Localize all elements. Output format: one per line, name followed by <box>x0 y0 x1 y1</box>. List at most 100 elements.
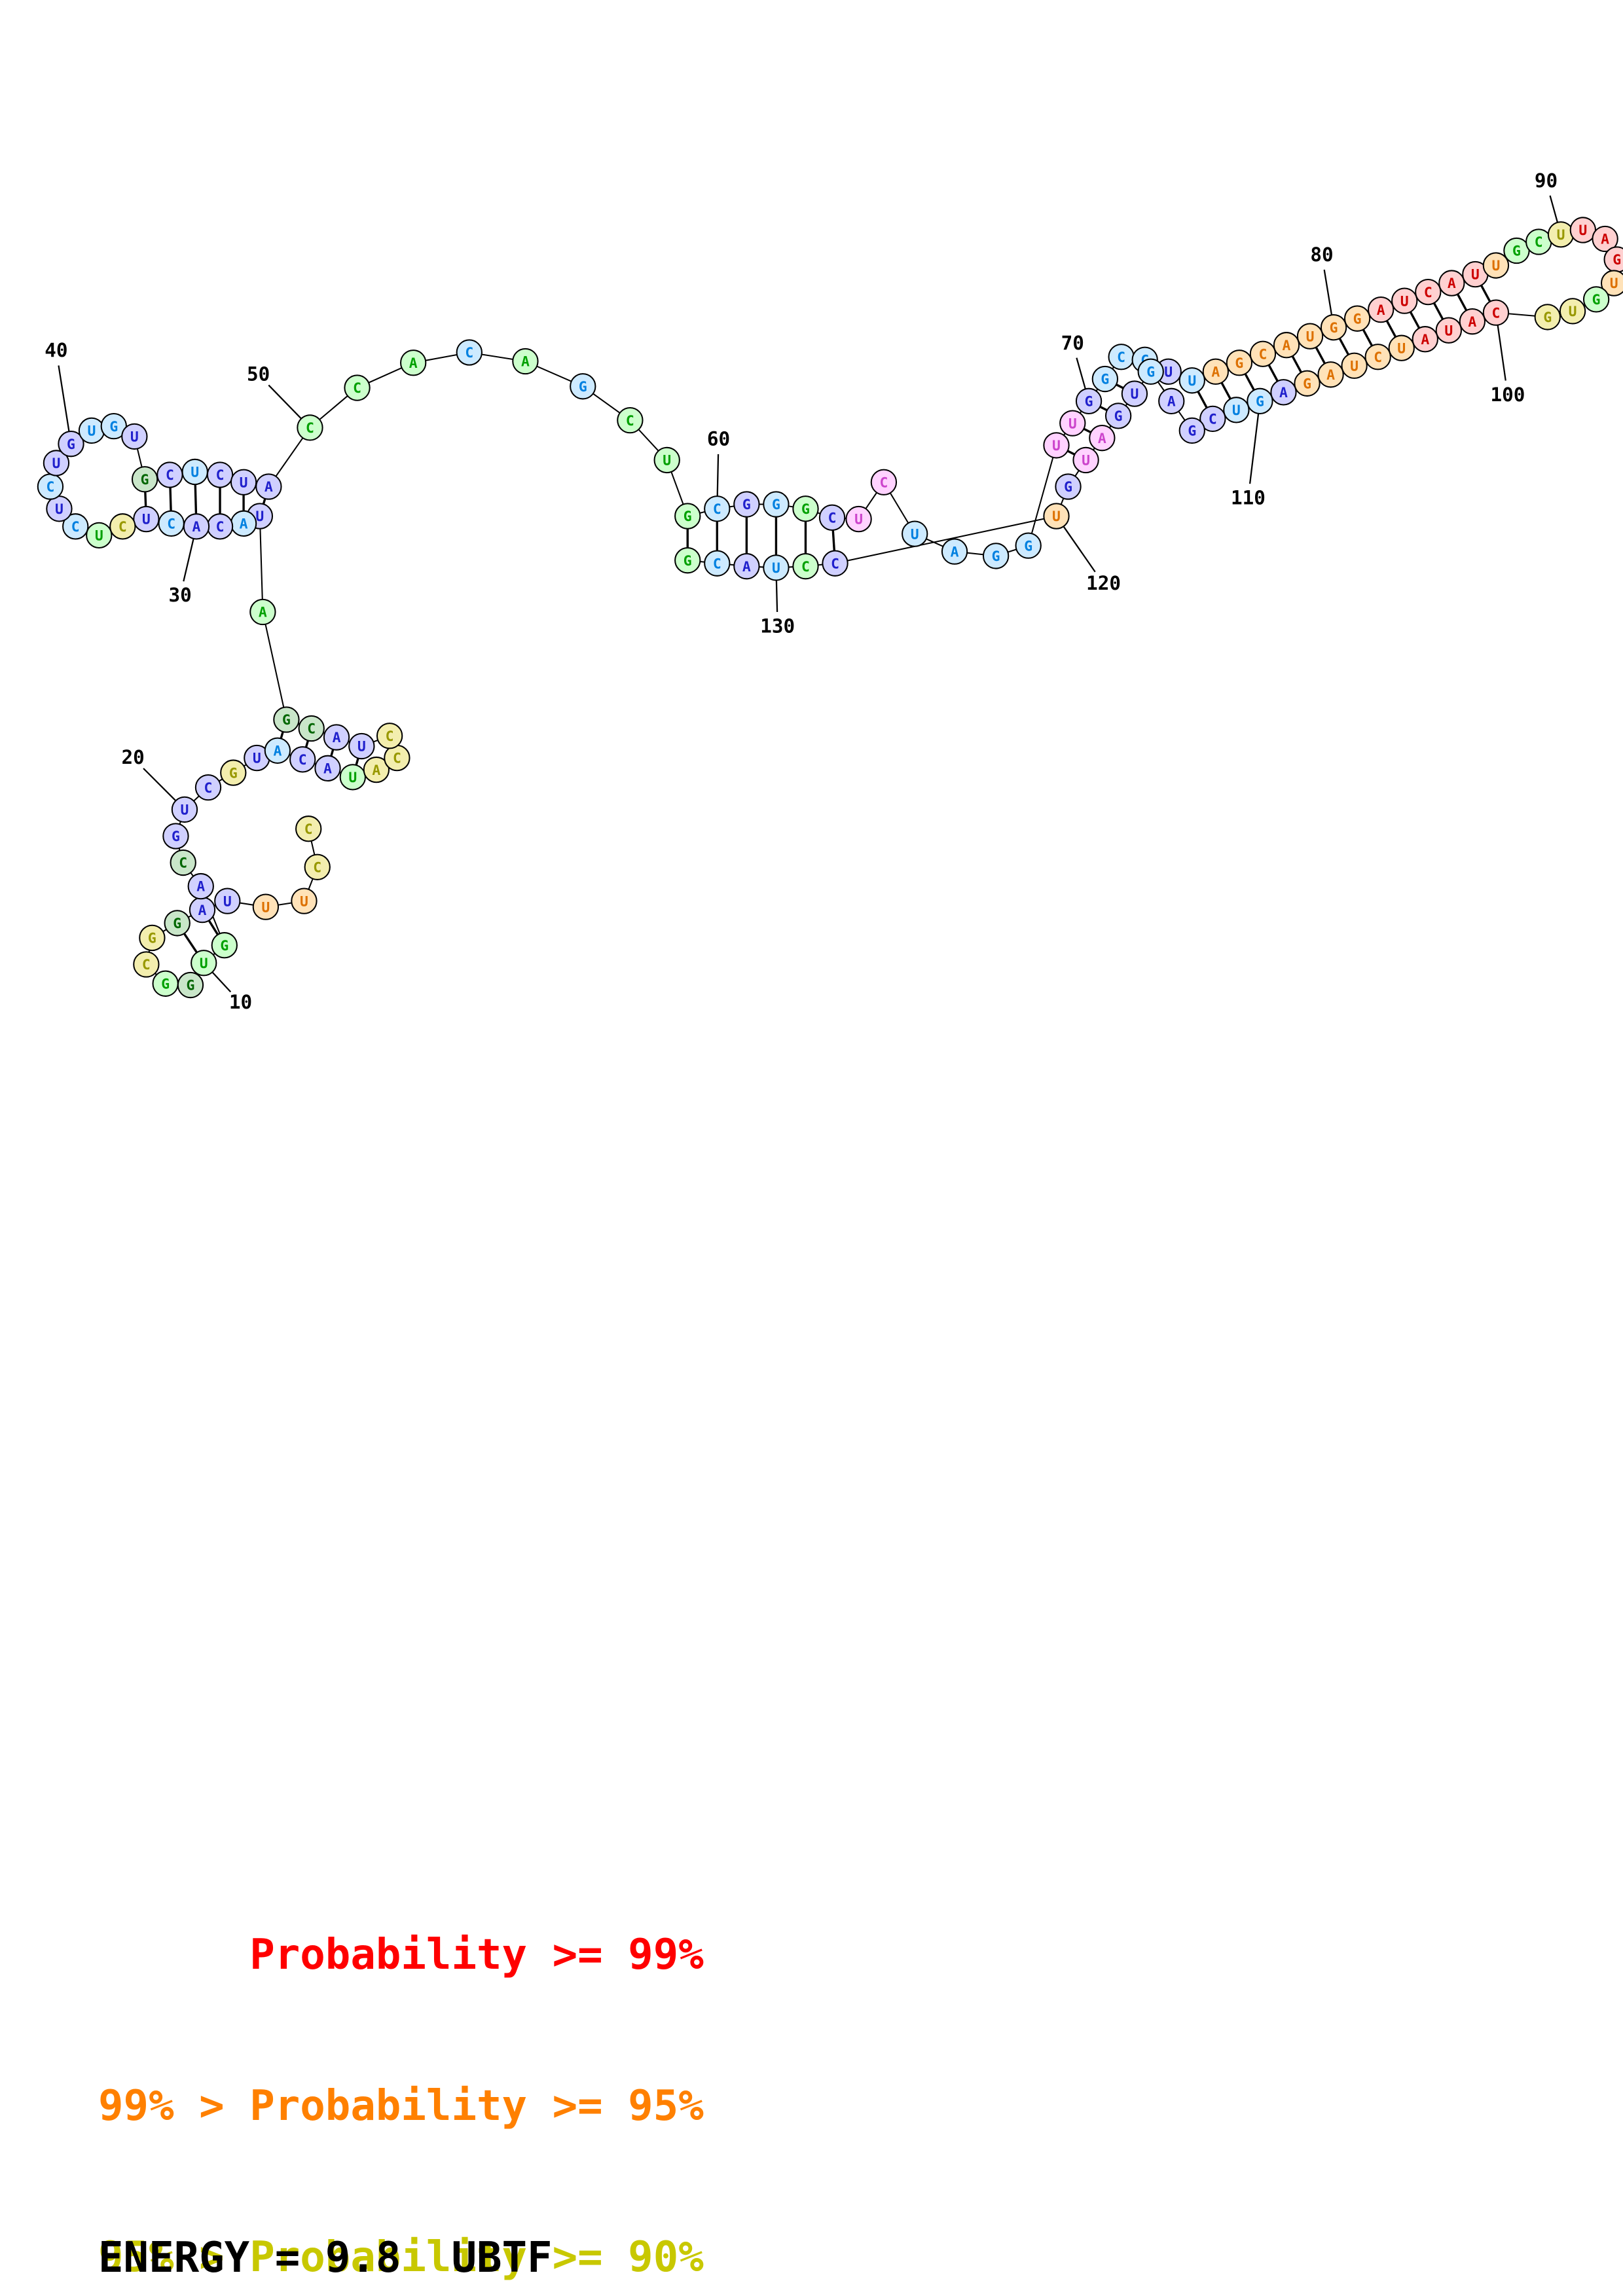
nucleotide-letter: G <box>684 553 692 569</box>
nucleotide-letter: G <box>1114 408 1123 425</box>
nucleotide <box>674 503 701 529</box>
nucleotide-letter: U <box>255 509 264 525</box>
nucleotide-letter: G <box>801 501 810 518</box>
nucleotide-letter: G <box>1256 393 1264 410</box>
nucleotide <box>230 469 257 495</box>
position-label-line <box>1249 401 1261 484</box>
nucleotide-letter: A <box>1098 431 1106 447</box>
nucleotide <box>704 495 731 522</box>
nucleotide <box>220 759 247 786</box>
nucleotide <box>1137 358 1164 385</box>
nucleotide-letter: G <box>1330 320 1338 336</box>
nucleotide-letter: A <box>198 903 207 919</box>
nucleotide <box>314 755 341 782</box>
nucleotide-letter: C <box>307 721 316 738</box>
nucleotide-letter: A <box>1377 302 1385 319</box>
nucleotide-letter: A <box>521 354 530 370</box>
nucleotide-letter: U <box>1350 358 1359 374</box>
nucleotide-letter: U <box>130 429 139 446</box>
nucleotide <box>348 732 375 760</box>
nucleotide <box>109 513 136 540</box>
nucleotide-letter: U <box>1082 453 1090 469</box>
nucleotide-letter: C <box>713 556 721 572</box>
nucleotide-letter: C <box>71 519 80 535</box>
nucleotide-letter: A <box>264 479 273 495</box>
nucleotide <box>1368 296 1395 323</box>
nucleotide <box>297 414 323 441</box>
position-label: 100 <box>1491 384 1525 406</box>
nucleotide <box>187 872 214 900</box>
nucleotide-letter: A <box>742 559 751 575</box>
nucleotide-letter: C <box>879 475 888 491</box>
nucleotide-letter: G <box>684 509 692 525</box>
nucleotide-letter: U <box>240 475 248 491</box>
nucleotide-letter: G <box>67 437 75 453</box>
nucleotide-letter: C <box>1117 350 1125 366</box>
position-label: 80 <box>1310 243 1333 266</box>
nucleotide-letter: U <box>1306 329 1315 345</box>
nucleotide <box>164 910 191 937</box>
nucleotide-letter: G <box>1543 310 1552 326</box>
nucleotide-letter: C <box>166 467 174 484</box>
nucleotide-letter: G <box>579 379 587 395</box>
nucleotide <box>733 553 760 580</box>
nucleotide-letter: G <box>1146 364 1155 380</box>
nucleotide <box>763 491 790 518</box>
nucleotide-letter: G <box>172 829 180 845</box>
nucleotide-letter: G <box>1064 479 1072 495</box>
nucleotide <box>1072 446 1099 474</box>
nucleotide <box>1249 340 1277 367</box>
nucleotide-letter: A <box>259 605 267 621</box>
nucleotide-letter: C <box>828 510 837 526</box>
nucleotide <box>58 431 84 457</box>
nucleotide <box>323 724 350 751</box>
nucleotide-letter: C <box>386 728 394 745</box>
nucleotide-letter: C <box>46 479 54 495</box>
nucleotide <box>1178 367 1205 394</box>
nucleotide-letter: C <box>204 780 213 797</box>
nucleotide <box>1438 270 1465 296</box>
nucleotide-letter: G <box>173 916 181 932</box>
position-label: 40 <box>45 339 67 361</box>
nucleotide-letter: C <box>304 821 313 838</box>
nucleotide-letter: A <box>1601 232 1609 248</box>
nucleotide-letter: U <box>300 893 308 910</box>
nucleotide-letter: C <box>167 516 175 532</box>
nucleotide <box>1482 252 1510 279</box>
nucleotide <box>792 553 819 580</box>
nucleotide <box>982 543 1010 569</box>
nucleotide-letter: C <box>1258 346 1267 363</box>
nucleotide-letter: U <box>1188 373 1196 389</box>
nucleotide-letter: A <box>323 761 332 777</box>
nucleotide-letter: C <box>626 413 634 429</box>
position-label-line <box>58 365 72 444</box>
nucleotide-letter: C <box>713 501 721 518</box>
nucleotide-letter: U <box>261 899 270 916</box>
probability-legend: Probability >= 99% 99% > Probability >= … <box>98 1829 704 2296</box>
energy-text: ENERGY = 9.8 UBTF <box>98 2234 553 2282</box>
nucleotide <box>139 924 166 952</box>
legend-line-99: Probability >= 99% <box>98 1931 704 1979</box>
nucleotide <box>344 374 371 401</box>
nucleotide <box>255 473 282 500</box>
nucleotide <box>1178 417 1205 444</box>
nucleotide-letter: C <box>299 752 307 768</box>
nucleotide <box>1317 361 1344 388</box>
nucleotide-letter: A <box>409 355 418 372</box>
nucleotide <box>249 598 276 626</box>
nucleotide <box>1582 286 1610 313</box>
nucleotide <box>1601 270 1623 296</box>
legend-line-95: 99% > Probability >= 95% <box>98 2082 704 2130</box>
nucleotide <box>291 888 318 914</box>
nucleotide <box>211 932 238 959</box>
nucleotide-letter: U <box>911 526 919 543</box>
nucleotide <box>674 547 701 574</box>
nucleotide-letter: G <box>282 712 291 728</box>
nucleotide-letter: U <box>142 512 151 528</box>
nucleotide-letter: U <box>772 560 780 577</box>
nucleotide <box>1226 350 1253 376</box>
position-label: 50 <box>247 363 270 385</box>
position-label: 90 <box>1535 170 1558 192</box>
nucleotide <box>512 348 539 375</box>
